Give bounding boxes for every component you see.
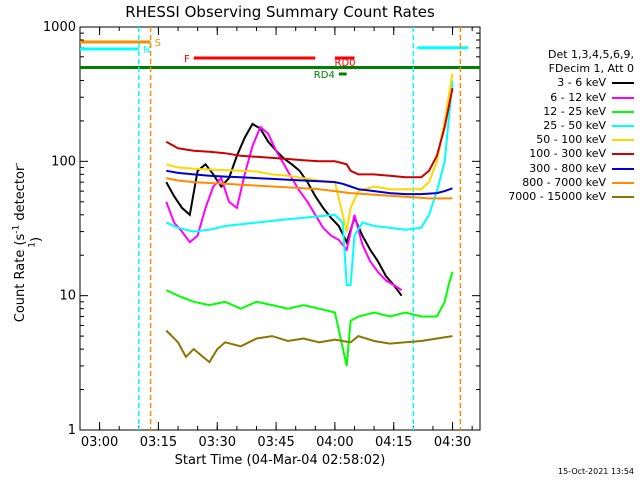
legend-swatch [612, 96, 634, 99]
legend-entry: 25 - 50 keV [474, 119, 634, 133]
x-tick-label: 04:00 [316, 435, 353, 450]
y-tick-label: 1000 [43, 20, 76, 35]
legend-swatch [612, 125, 634, 128]
series-line-1 [165, 125, 403, 291]
legend-entry: 6 - 12 keV [474, 91, 634, 105]
series-line-5 [165, 88, 454, 179]
x-tick-label: 03:30 [199, 435, 236, 450]
legend-entry: 3 - 6 keV [474, 76, 634, 90]
series-line-7 [166, 177, 453, 200]
axes: 1 10 100 1000 03:00 03:15 03:30 03:45 04:00 04:15… [43, 20, 481, 450]
x-tick-label: 03:00 [81, 435, 118, 450]
series-line-6 [166, 169, 453, 196]
y-axis-label: Count Rate (s-1 detector-1) [11, 162, 45, 323]
legend-entry: 800 - 7000 keV [474, 176, 634, 190]
legend-entry: 7000 - 15000 keV [474, 190, 634, 204]
legend-label: 25 - 50 keV [543, 119, 606, 133]
legend-header-2: FDecim 1, Att 0 [548, 62, 634, 76]
series-line-2 [165, 271, 454, 367]
series-line-0 [165, 122, 403, 297]
state-label-n: N [143, 45, 150, 56]
legend-label: 300 - 800 keV [529, 161, 606, 175]
legend-label: 7000 - 15000 keV [508, 190, 606, 204]
legend: Det 1,3,4,5,6,9, FDecim 1, Att 0 3 - 6 k… [474, 48, 634, 204]
legend-entry: 100 - 300 keV [474, 147, 634, 161]
legend-swatch [612, 82, 634, 85]
legend-swatch [612, 181, 634, 184]
series-line-4 [166, 73, 454, 232]
legend-label: 3 - 6 keV [557, 76, 606, 90]
chart-title: RHESSI Observing Summary Count Rates [125, 3, 435, 21]
legend-swatch [612, 196, 634, 199]
legend-label: 6 - 12 keV [550, 90, 606, 104]
legend-label: 800 - 7000 keV [522, 175, 606, 189]
y-tick-label: 1 [68, 423, 76, 438]
legend-label: 100 - 300 keV [529, 147, 606, 161]
state-label-s: S [155, 38, 161, 49]
legend-swatch [612, 153, 634, 156]
x-tick-label: 03:15 [140, 435, 177, 450]
y-tick-label: 10 [59, 289, 76, 304]
legend-label: 12 - 25 keV [543, 104, 606, 118]
legend-entry: 50 - 100 keV [474, 133, 634, 147]
legend-label: 50 - 100 keV [536, 133, 606, 147]
legend-header-1: Det 1,3,4,5,6,9, [547, 48, 634, 61]
state-label-rd4: RD4 [314, 70, 335, 81]
series-line-3 [165, 80, 454, 286]
state-label-f: F [184, 54, 190, 65]
x-axis-label: Start Time (04-Mar-04 02:58:02) [174, 453, 386, 468]
x-tick-label: 04:15 [375, 435, 412, 450]
x-tick-label: 03:45 [257, 435, 294, 450]
y-tick-label: 100 [51, 154, 76, 169]
timestamp: 15-Oct-2021 13:54 [558, 467, 634, 476]
legend-entry: 300 - 800 keV [474, 162, 634, 176]
legend-swatch [612, 139, 634, 142]
series-line-8 [165, 329, 453, 364]
legend-swatch [612, 167, 634, 170]
legend-swatch [612, 110, 634, 113]
x-tick-label: 04:30 [434, 435, 471, 450]
plot-frame [79, 26, 481, 431]
state-label-rd0: RD0 [335, 58, 356, 69]
legend-entry: 12 - 25 keV [474, 105, 634, 119]
